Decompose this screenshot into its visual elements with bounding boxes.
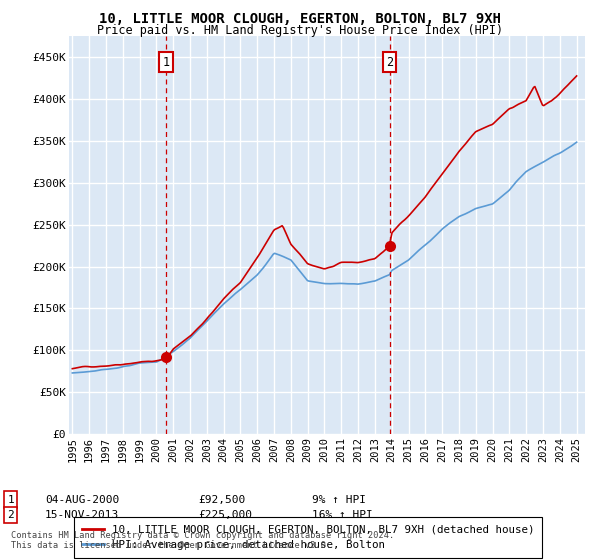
Text: 1: 1 xyxy=(163,56,170,69)
Legend: 10, LITTLE MOOR CLOUGH, EGERTON, BOLTON, BL7 9XH (detached house), HPI: Average : 10, LITTLE MOOR CLOUGH, EGERTON, BOLTON,… xyxy=(74,517,542,558)
Text: 9% ↑ HPI: 9% ↑ HPI xyxy=(312,494,366,505)
Text: 1: 1 xyxy=(7,494,14,505)
Text: 04-AUG-2000: 04-AUG-2000 xyxy=(45,494,119,505)
Text: 16% ↑ HPI: 16% ↑ HPI xyxy=(312,510,373,520)
Text: £225,000: £225,000 xyxy=(198,510,252,520)
Text: This data is licensed under the Open Government Licence v3.0.: This data is licensed under the Open Gov… xyxy=(11,541,331,550)
Text: 2: 2 xyxy=(386,56,393,69)
Text: £92,500: £92,500 xyxy=(198,494,245,505)
Text: 10, LITTLE MOOR CLOUGH, EGERTON, BOLTON, BL7 9XH: 10, LITTLE MOOR CLOUGH, EGERTON, BOLTON,… xyxy=(99,12,501,26)
Text: Contains HM Land Registry data © Crown copyright and database right 2024.: Contains HM Land Registry data © Crown c… xyxy=(11,531,394,540)
Text: 2: 2 xyxy=(7,510,14,520)
Text: Price paid vs. HM Land Registry's House Price Index (HPI): Price paid vs. HM Land Registry's House … xyxy=(97,24,503,37)
Text: 15-NOV-2013: 15-NOV-2013 xyxy=(45,510,119,520)
